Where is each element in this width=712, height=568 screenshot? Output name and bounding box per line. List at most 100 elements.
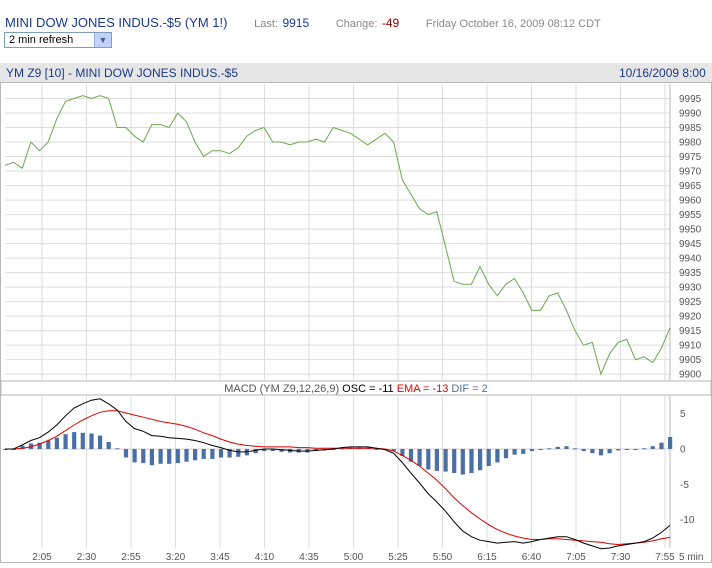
x-tick-label: 2:55 — [121, 552, 141, 563]
macd-legend-dif: DIF = 2 — [451, 383, 487, 395]
quote-header: MINI DOW JONES INDUS.-$5 (YM 1!) Last: 9… — [5, 14, 601, 32]
macd-histogram-bar — [486, 449, 491, 466]
macd-histogram-bar — [218, 449, 224, 458]
change-label: Change: — [335, 18, 378, 30]
macd-histogram-bar — [443, 449, 448, 472]
macd-histogram-bar — [555, 446, 560, 449]
x-tick-label: 7:30 — [611, 552, 631, 563]
macd-y-tick-label: -10 — [680, 515, 695, 526]
x-tick-label: 6:15 — [477, 552, 497, 563]
price-y-tick-label: 9990 — [679, 109, 702, 120]
macd-histogram-bar — [590, 449, 595, 454]
symbol-title: MINI DOW JONES INDUS.-$5 (YM 1!) — [5, 15, 228, 30]
x-tick-label: 5:00 — [344, 552, 364, 563]
macd-histogram-bar — [426, 449, 431, 470]
macd-histogram-bar — [72, 432, 77, 450]
macd-histogram-bar — [460, 449, 465, 475]
quote-datetime: Friday October 16, 2009 08:12 CDT — [425, 18, 601, 30]
macd-histogram-bar — [547, 448, 552, 450]
macd-histogram-bar — [668, 437, 673, 449]
price-y-tick-label: 9980 — [679, 138, 702, 149]
macd-header-strip — [0, 380, 712, 396]
price-y-tick-label: 9920 — [679, 312, 702, 323]
chevron-down-icon[interactable]: ▼ — [94, 33, 111, 47]
macd-histogram-bar — [650, 446, 655, 449]
macd-histogram-bar — [236, 449, 241, 457]
price-y-tick-label: 9985 — [679, 123, 702, 134]
macd-histogram-bar — [279, 449, 284, 452]
x-tick-label: 6:40 — [522, 552, 542, 563]
macd-histogram-bar — [633, 449, 638, 450]
macd-histogram-bar — [417, 449, 422, 466]
macd-histogram-bar — [270, 449, 275, 452]
macd-histogram-bar — [659, 442, 664, 450]
macd-histogram-bar — [262, 449, 267, 452]
price-y-tick-label: 9905 — [679, 355, 702, 366]
macd-legend-osc: OSC = -11 — [342, 383, 397, 395]
refresh-interval-select[interactable]: 2 min refresh ▼ — [4, 32, 112, 48]
macd-histogram-bar — [538, 449, 543, 450]
macd-histogram-bar — [598, 449, 604, 456]
macd-y-tick-label: 0 — [680, 445, 686, 456]
macd-legend: MACD (YM Z9,12,26,9) OSC = -11 EMA = -13… — [224, 383, 488, 395]
chart-panel-date: 10/16/2009 8:00 — [619, 66, 706, 80]
macd-histogram-bar — [624, 449, 629, 450]
macd-histogram-bar — [512, 449, 517, 455]
price-y-tick-label: 9900 — [679, 370, 702, 381]
macd-histogram-bar — [149, 449, 154, 466]
macd-dif-line — [5, 398, 671, 550]
macd-histogram-bar — [80, 432, 85, 450]
macd-histogram-bar — [391, 449, 396, 452]
x-axis-unit-label: 5 min — [679, 552, 703, 563]
x-tick-label: 7:05 — [566, 552, 586, 563]
macd-histogram-bar — [607, 449, 612, 454]
x-tick-label: 2:30 — [77, 552, 97, 563]
macd-histogram-bar — [115, 448, 120, 450]
macd-histogram-bar — [452, 449, 457, 473]
x-tick-label: 7:55 — [655, 552, 675, 563]
x-tick-label: 5:25 — [388, 552, 408, 563]
x-tick-label: 5:50 — [433, 552, 453, 563]
macd-histogram-bar — [616, 449, 621, 451]
macd-histogram-bar — [193, 449, 198, 461]
macd-histogram-bar — [642, 448, 647, 450]
macd-histogram-bar — [54, 437, 59, 449]
macd-histogram-bar — [581, 449, 586, 452]
price-y-tick-label: 9995 — [679, 94, 702, 105]
macd-histogram-bar — [227, 449, 232, 458]
macd-histogram-bar — [123, 449, 129, 458]
macd-legend-prefix: MACD (YM Z9,12,26,9) — [224, 383, 342, 395]
macd-histogram-bar — [175, 449, 180, 464]
macd-histogram-bar — [374, 449, 379, 450]
macd-histogram-bar — [37, 442, 42, 450]
macd-histogram-bar — [98, 435, 103, 449]
price-y-tick-label: 9975 — [679, 152, 702, 163]
macd-histogram-bar — [478, 449, 483, 471]
price-y-tick-label: 9935 — [679, 268, 702, 279]
macd-histogram-bar — [469, 449, 474, 473]
macd-histogram-bar — [521, 449, 526, 454]
x-tick-label: 3:20 — [166, 552, 186, 563]
macd-histogram-bar — [132, 449, 137, 463]
macd-histogram-bar — [158, 449, 163, 464]
price-y-tick-label: 9955 — [679, 210, 702, 221]
chart-panel-title: YM Z9 [10] - MINI DOW JONES INDUS.-$5 — [6, 66, 239, 80]
macd-histogram-bar — [20, 445, 25, 449]
macd-histogram-bar — [201, 449, 206, 459]
macd-histogram-bar — [331, 449, 336, 450]
macd-histogram-bar — [89, 433, 94, 450]
price-y-tick-label: 9945 — [679, 239, 702, 250]
chart-panel-titlebar: YM Z9 [10] - MINI DOW JONES INDUS.-$5 10… — [0, 63, 712, 83]
price-y-tick-label: 9960 — [679, 196, 702, 207]
x-tick-label: 4:35 — [299, 552, 319, 563]
macd-histogram-bar — [28, 443, 34, 450]
macd-histogram-bar — [564, 446, 569, 449]
x-tick-label: 4:10 — [255, 552, 275, 563]
last-label: Last: — [254, 18, 278, 30]
macd-histogram-bar — [573, 448, 578, 450]
price-y-tick-label: 9940 — [679, 254, 702, 265]
macd-histogram-bar — [184, 449, 189, 462]
macd-y-tick-label: -5 — [680, 480, 689, 491]
macd-histogram-bar — [253, 449, 258, 454]
